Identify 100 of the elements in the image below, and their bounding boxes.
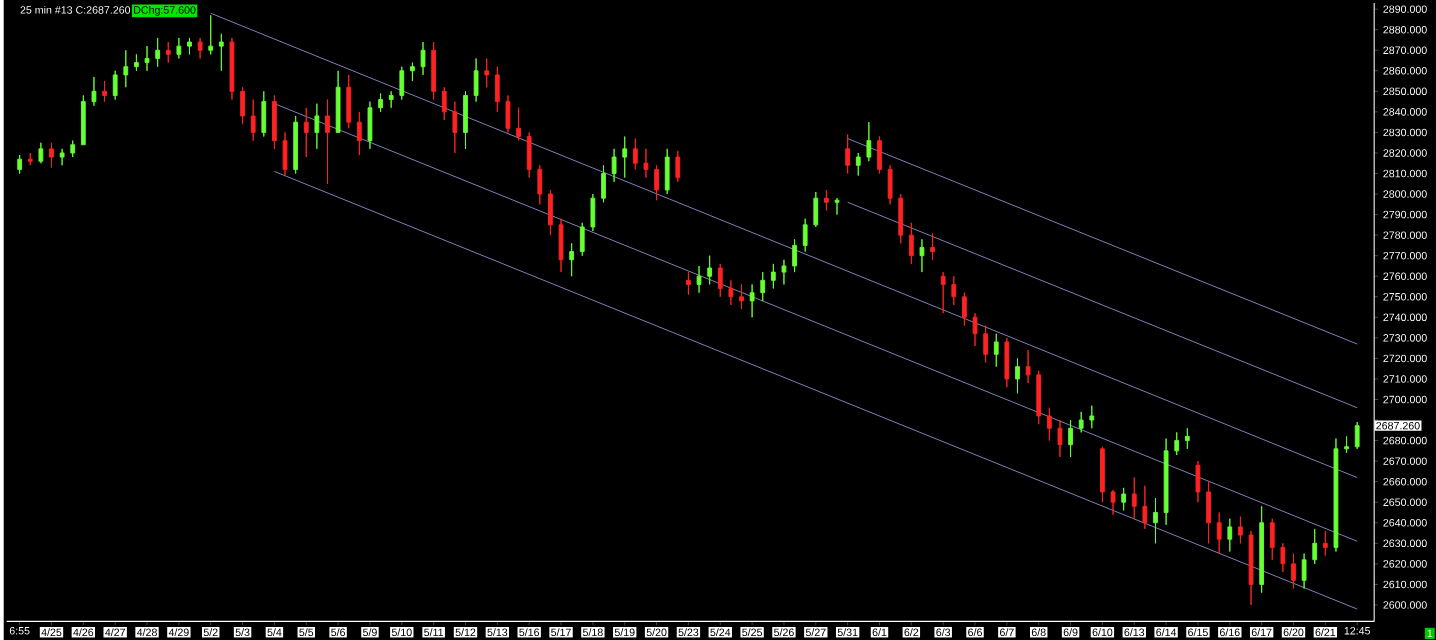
candlestick bbox=[59, 148, 65, 166]
candlestick bbox=[505, 94, 511, 133]
candlestick bbox=[1036, 370, 1042, 425]
candlestick bbox=[1259, 505, 1265, 593]
y-tick-label: 2610.000 bbox=[1383, 580, 1427, 589]
candlestick bbox=[749, 283, 755, 318]
y-tick-label: 2750.000 bbox=[1383, 292, 1427, 301]
candlestick bbox=[824, 189, 829, 211]
candlestick bbox=[802, 218, 808, 252]
candlestick bbox=[643, 148, 649, 178]
x-tick-label: 4/28 bbox=[136, 628, 157, 636]
candlestick bbox=[930, 232, 935, 261]
candlestick bbox=[908, 222, 914, 265]
x-tick-label: 12:45 bbox=[1344, 626, 1371, 635]
y-tick-label: 2770.000 bbox=[1383, 251, 1427, 260]
x-tick-label: 6/1 bbox=[872, 628, 887, 636]
candlestick bbox=[728, 279, 734, 306]
candlestick bbox=[1227, 518, 1233, 552]
candlestick bbox=[314, 103, 320, 150]
x-tick-label: 5/26 bbox=[774, 628, 794, 636]
candlestick bbox=[717, 263, 723, 298]
y-tick-label: 2860.000 bbox=[1383, 66, 1427, 75]
candlestick bbox=[1291, 552, 1296, 589]
candlestick bbox=[38, 142, 44, 164]
x-tick-label: 5/18 bbox=[582, 628, 603, 636]
candlestick bbox=[579, 222, 585, 256]
x-tick-label: 5/2 bbox=[203, 628, 218, 636]
candlestick bbox=[877, 135, 882, 174]
candlestick bbox=[91, 76, 97, 107]
candlestick bbox=[686, 271, 691, 296]
y-tick-label: 2790.000 bbox=[1383, 210, 1427, 219]
candlestick bbox=[898, 193, 904, 244]
candlestick bbox=[420, 41, 426, 76]
candlestick bbox=[845, 133, 851, 174]
chart-subtitle: DChg:57.600 bbox=[134, 5, 196, 16]
x-tick-label: 6/9 bbox=[1063, 628, 1078, 636]
candlestick bbox=[80, 94, 86, 146]
candlestick bbox=[707, 255, 713, 285]
candlestick bbox=[739, 283, 744, 310]
candlestick bbox=[1131, 476, 1137, 519]
y-tick-label: 2620.000 bbox=[1383, 559, 1427, 568]
candlestick bbox=[378, 92, 383, 113]
candlestick bbox=[356, 111, 362, 156]
y-tick-label: 2820.000 bbox=[1383, 149, 1427, 157]
candlestick bbox=[1354, 421, 1360, 450]
candlestick bbox=[399, 66, 405, 100]
x-tick-label: 5/6 bbox=[331, 628, 346, 636]
candlestick bbox=[410, 61, 415, 82]
x-tick-label: 6/17 bbox=[1251, 628, 1272, 636]
y-tick-label: 2890.000 bbox=[1383, 5, 1427, 13]
candlestick bbox=[887, 164, 893, 205]
candlestick bbox=[1100, 446, 1105, 503]
candlestick bbox=[176, 37, 182, 59]
candlestick bbox=[675, 150, 681, 183]
candlestick bbox=[526, 131, 532, 178]
candlestick bbox=[951, 275, 957, 306]
y-tick-label: 2880.000 bbox=[1383, 25, 1427, 34]
y-tick-label: 2660.000 bbox=[1383, 477, 1427, 486]
candlestick bbox=[919, 238, 925, 273]
candlestick bbox=[866, 121, 872, 162]
y-tick-label: 2680.000 bbox=[1383, 436, 1427, 445]
candlestick bbox=[282, 131, 288, 176]
candlestick bbox=[272, 94, 277, 150]
candlestick bbox=[134, 53, 139, 72]
candlestick bbox=[452, 100, 458, 154]
candlestick bbox=[622, 135, 628, 178]
candlestick bbox=[1015, 357, 1020, 394]
x-tick-label: 4/25 bbox=[41, 628, 62, 636]
candlestick bbox=[441, 86, 447, 121]
y-tick-label: 2730.000 bbox=[1383, 333, 1427, 342]
x-tick-label: 6/16 bbox=[1219, 628, 1240, 636]
y-tick-label: 2810.000 bbox=[1383, 169, 1427, 178]
candlestick bbox=[431, 41, 437, 100]
x-tick-label: 5/19 bbox=[614, 628, 635, 636]
candlestick bbox=[463, 90, 468, 150]
candlestick bbox=[293, 115, 299, 174]
candlestick bbox=[537, 164, 543, 205]
candlestick bbox=[346, 74, 352, 129]
x-tick-label: 5/12 bbox=[455, 628, 476, 636]
x-tick-label: 6/14 bbox=[1156, 628, 1177, 636]
candlestick bbox=[1163, 437, 1169, 526]
x-tick-label: 5/20 bbox=[646, 628, 667, 636]
candlestick bbox=[70, 140, 76, 158]
candlestick bbox=[250, 98, 256, 141]
x-tick-label: 5/3 bbox=[235, 628, 250, 636]
text: 1 bbox=[1427, 629, 1433, 637]
candlestick bbox=[781, 259, 787, 285]
candlestick bbox=[569, 242, 575, 277]
x-tick-label: 4/29 bbox=[168, 628, 189, 636]
candlestick bbox=[993, 333, 999, 367]
y-tick-label: 2840.000 bbox=[1383, 107, 1427, 116]
x-tick-label: 6/21 bbox=[1315, 628, 1336, 636]
candlestick bbox=[770, 263, 776, 289]
candlestick bbox=[1269, 518, 1275, 561]
y-tick-label: 2870.000 bbox=[1383, 46, 1427, 54]
candlestick bbox=[1301, 552, 1307, 589]
x-tick-label: 6:55 bbox=[9, 626, 30, 635]
x-tick-label: 4/27 bbox=[105, 628, 125, 636]
candlestick bbox=[601, 164, 606, 203]
x-tick-label: 6/2 bbox=[904, 628, 919, 636]
